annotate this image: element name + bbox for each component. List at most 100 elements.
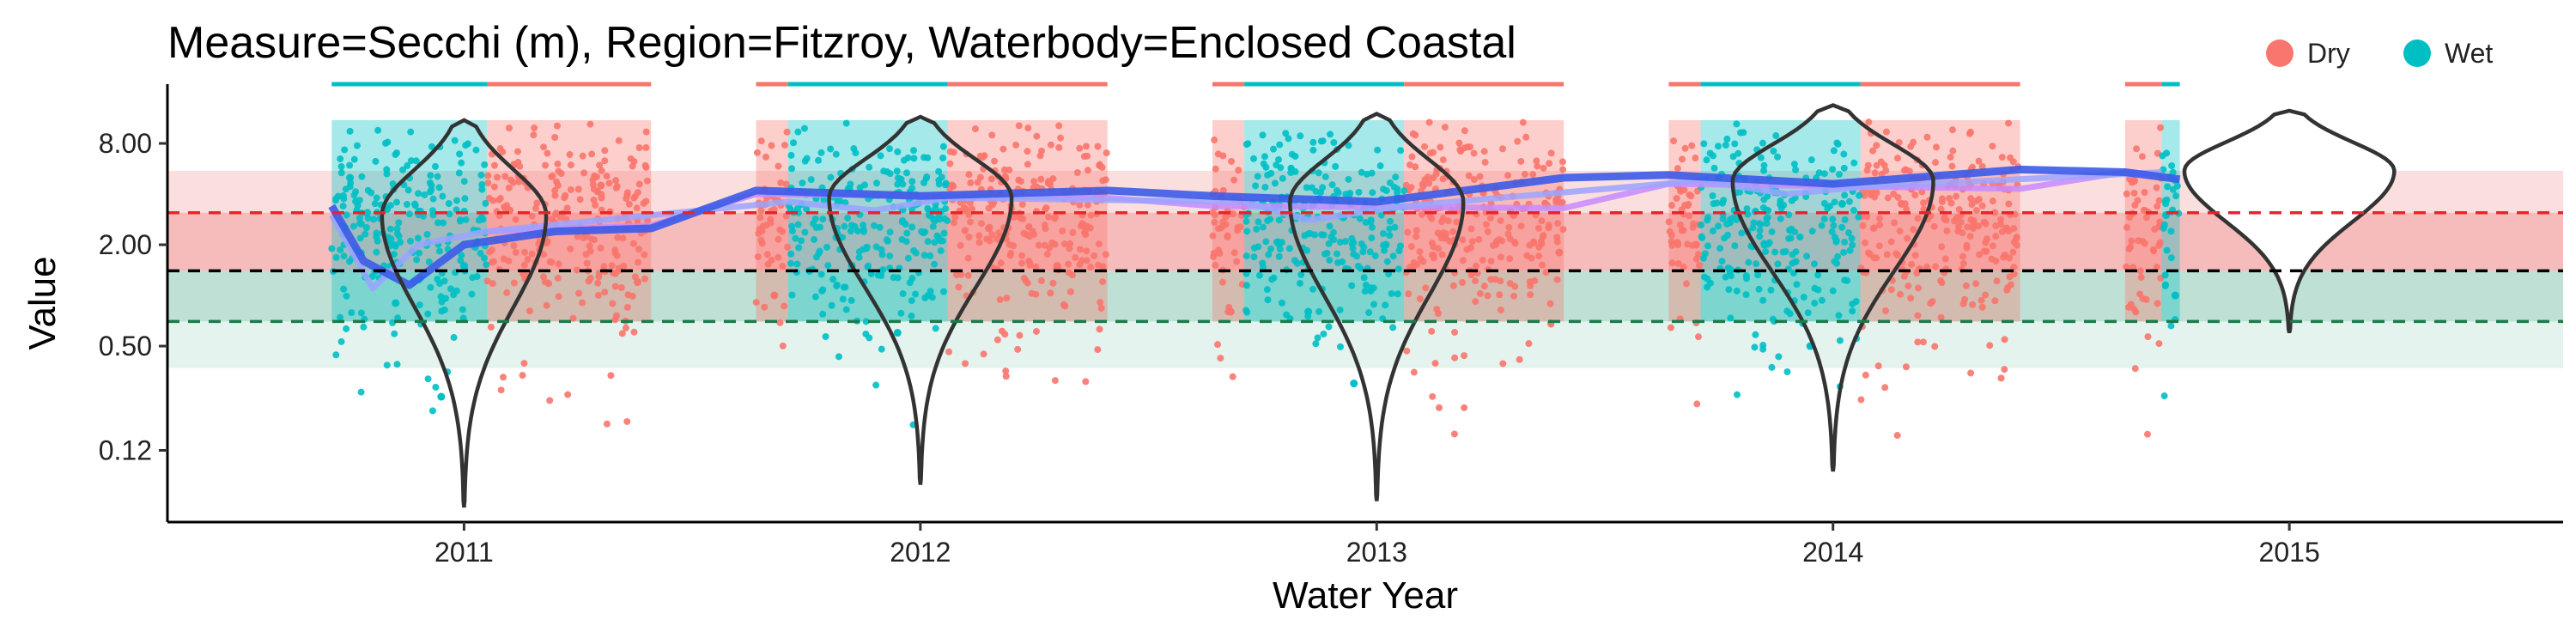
point-cloud-wet xyxy=(360,323,368,331)
point-cloud-dry xyxy=(596,161,604,169)
point-cloud-dry xyxy=(1010,242,1018,250)
point-cloud-wet xyxy=(340,195,348,203)
point-cloud-wet xyxy=(1725,286,1733,294)
point-cloud-dry xyxy=(1887,286,1895,294)
point-cloud-dry xyxy=(2123,263,2130,270)
point-dry-13 xyxy=(1555,248,1564,257)
point-cloud-dry xyxy=(1047,141,1054,149)
point-cloud-wet xyxy=(894,180,902,188)
point-cloud-dry xyxy=(576,196,584,204)
point-cloud-wet xyxy=(362,224,370,232)
point-cloud-wet xyxy=(428,186,435,194)
point-cloud-wet xyxy=(335,192,343,200)
point-cloud-dry xyxy=(1475,235,1483,243)
point-cloud-wet xyxy=(906,279,914,287)
point-cloud-dry xyxy=(1465,172,1473,179)
point-cloud-wet xyxy=(1820,216,1828,223)
point-cloud-wet xyxy=(1259,264,1267,271)
point-cloud-dry xyxy=(1862,371,1869,379)
point-cloud-wet xyxy=(893,167,901,175)
point-cloud-dry xyxy=(592,201,599,209)
point-cloud-wet xyxy=(462,142,470,149)
point-cloud-dry xyxy=(1097,304,1105,312)
point-cloud-dry xyxy=(2142,214,2150,222)
point-cloud-wet xyxy=(1768,228,1776,235)
point-cloud-dry xyxy=(1014,345,1022,353)
point-cloud-wet xyxy=(903,229,911,237)
point-cloud-wet xyxy=(372,157,380,165)
point-cloud-dry xyxy=(1978,303,1986,311)
point-cloud-dry xyxy=(1430,149,1437,156)
point-cloud-dry xyxy=(1668,259,1676,267)
point-cloud-dry xyxy=(1044,179,1052,187)
point-cloud-wet xyxy=(1841,238,1849,246)
point-cloud-dry xyxy=(603,173,611,180)
point-cloud-wet xyxy=(477,171,485,179)
point-cloud-wet xyxy=(1808,228,1816,235)
point-cloud-dry xyxy=(1869,224,1877,232)
point-cloud-dry xyxy=(1914,338,1922,346)
point-cloud-dry xyxy=(955,283,963,291)
point-cloud-dry xyxy=(1010,213,1018,221)
point-cloud-wet xyxy=(373,194,380,202)
point-cloud-wet xyxy=(1759,345,1767,353)
point-cloud-dry xyxy=(1882,167,1890,174)
point-cloud-dry xyxy=(1882,307,1890,315)
point-cloud-wet xyxy=(1791,258,1799,266)
point-cloud-dry xyxy=(484,179,492,186)
point-cloud-dry xyxy=(1059,227,1066,234)
point-cloud-wet xyxy=(1744,210,1752,218)
point-cloud-dry xyxy=(1449,282,1457,289)
point-cloud-wet xyxy=(924,238,932,246)
point-cloud-wet xyxy=(1333,250,1340,258)
point-cloud-dry xyxy=(1510,292,1518,300)
point-cloud-dry xyxy=(1484,292,1492,300)
point-cloud-wet xyxy=(1792,166,1800,173)
point-cloud-wet xyxy=(839,295,847,303)
point-cloud-dry xyxy=(1978,162,1986,170)
point-cloud-dry xyxy=(1416,248,1424,256)
point-cloud-dry xyxy=(951,213,959,221)
point-cloud-dry xyxy=(1461,404,1468,411)
point-cloud-dry xyxy=(1095,240,1103,248)
point-cloud-wet xyxy=(894,148,902,155)
point-cloud-dry xyxy=(946,148,954,155)
point-cloud-wet xyxy=(1327,131,1334,138)
point-cloud-dry xyxy=(1078,220,1086,228)
point-cloud-dry xyxy=(775,162,782,170)
point-cloud-wet xyxy=(343,292,350,300)
point-cloud-dry xyxy=(590,196,598,204)
point-cloud-wet xyxy=(407,157,415,165)
point-cloud-wet xyxy=(1703,156,1710,164)
point-cloud-wet xyxy=(1789,251,1796,258)
point-cloud-wet xyxy=(453,197,461,204)
point-cloud-wet xyxy=(1330,138,1338,146)
y-axis-title: Value xyxy=(21,256,64,349)
point-cloud-wet xyxy=(1382,301,1389,309)
point-cloud-dry xyxy=(1076,201,1084,209)
point-cloud-dry xyxy=(1911,252,1919,259)
point-cloud-wet xyxy=(346,127,354,135)
point-cloud-dry xyxy=(767,216,775,223)
point-cloud-dry xyxy=(779,228,787,235)
point-cloud-dry xyxy=(557,169,565,177)
point-cloud-wet xyxy=(1829,287,1837,295)
point-cloud-dry xyxy=(1018,259,1026,267)
point-cloud-wet xyxy=(872,381,880,389)
point-cloud-dry xyxy=(1459,257,1467,264)
point-cloud-wet xyxy=(412,157,420,165)
point-cloud-wet xyxy=(435,247,443,255)
point-cloud-wet xyxy=(1787,234,1795,242)
point-cloud-dry xyxy=(555,293,562,301)
point-cloud-dry xyxy=(1066,288,1074,295)
point-cloud-dry xyxy=(1436,404,1443,411)
point-cloud-wet xyxy=(342,185,349,193)
legend-key-wet xyxy=(2403,39,2431,67)
point-cloud-dry xyxy=(1937,313,1945,321)
point-cloud-wet xyxy=(1358,168,1365,176)
point-cloud-dry xyxy=(1456,146,1464,154)
point-cloud-wet xyxy=(415,190,422,197)
point-cloud-wet xyxy=(2160,392,2168,400)
violin-2014 xyxy=(1730,103,1935,472)
violin-2011 xyxy=(380,118,549,508)
